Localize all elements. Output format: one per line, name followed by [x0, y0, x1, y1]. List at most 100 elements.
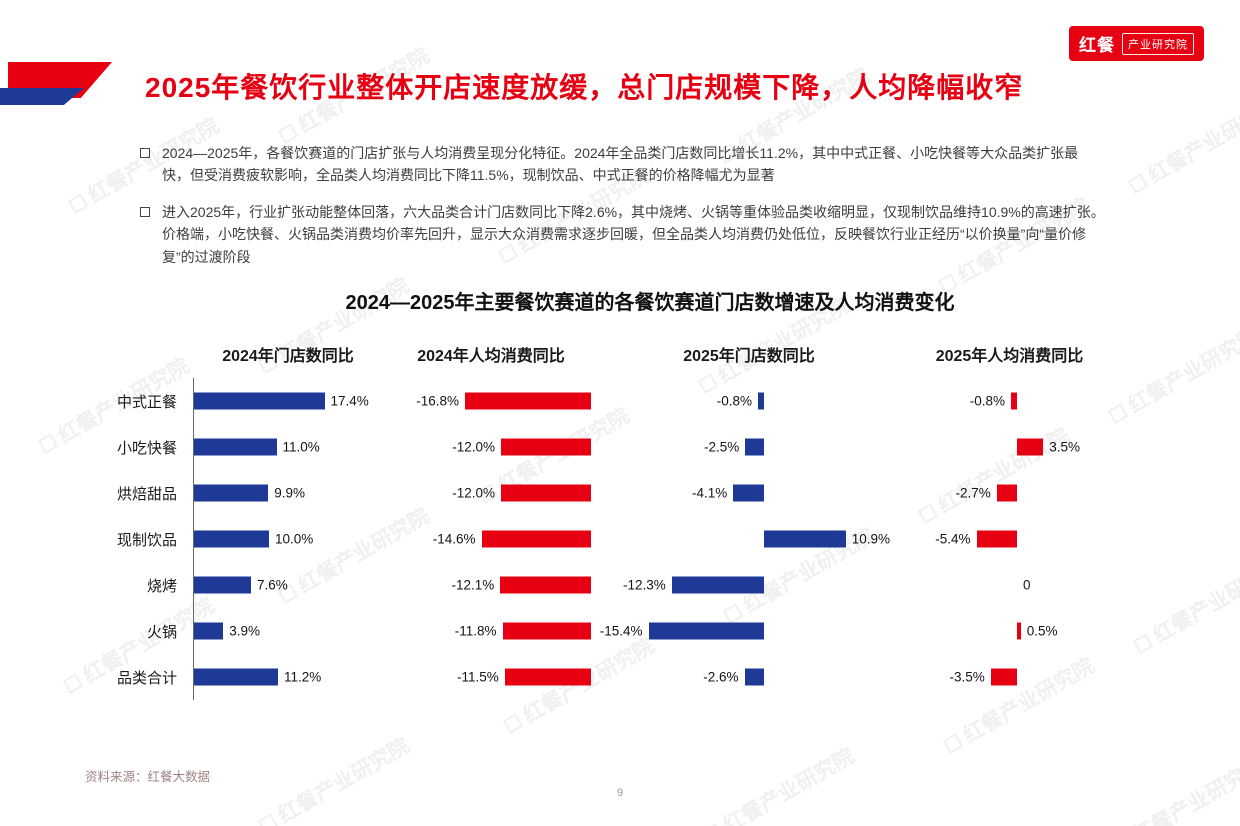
bar-value-label: -15.4%: [599, 623, 643, 639]
chart-row: 火锅 3.9% -11.8% -15.4% 0.5%: [90, 608, 1112, 654]
chart-cell: -16.8%: [391, 378, 591, 424]
bar: [501, 484, 591, 502]
brand-logo: 红餐 产业研究院: [1069, 26, 1204, 61]
chart-row: 烘焙甜品 9.9% -12.0% -4.1% -2.7%: [90, 470, 1112, 516]
category-header-spacer: [90, 342, 185, 366]
bar: [194, 438, 277, 456]
logo-suffix-text: 产业研究院: [1122, 32, 1194, 55]
chart: 2024年门店数同比 2024年人均消费同比 2025年门店数同比 2025年人…: [90, 342, 1112, 700]
bar-value-label: 0.5%: [1026, 623, 1058, 639]
bar-value-label: 0: [1023, 577, 1031, 593]
chart-header-row: 2024年门店数同比 2024年人均消费同比 2025年门店数同比 2025年人…: [90, 342, 1112, 366]
chart-cell: 10.0%: [193, 516, 383, 562]
chart-row: 现制饮品 10.0% -14.6% 10.9% -5.4%: [90, 516, 1112, 562]
bar-value-label: -12.3%: [622, 577, 666, 593]
bar-value-label: -16.8%: [416, 393, 459, 409]
chart-cell: -12.1%: [391, 562, 591, 608]
chart-cell: -12.0%: [391, 470, 591, 516]
chart-cell: -5.4%: [907, 516, 1112, 562]
chart-cell: 11.0%: [193, 424, 383, 470]
bar-value-label: 9.9%: [274, 485, 306, 501]
bar: [990, 668, 1017, 686]
series-header-2024-spend: 2024年人均消费同比: [417, 348, 565, 365]
bar-value-label: 17.4%: [330, 393, 369, 409]
bar: [504, 668, 591, 686]
chart-cell: 3.5%: [907, 424, 1112, 470]
bar-value-label: -12.1%: [451, 577, 495, 593]
bar: [1011, 392, 1017, 410]
chart-cell: -12.3%: [599, 562, 899, 608]
bullet-text: 进入2025年，行业扩张动能整体回落，六大品类合计门店数同比下降2.6%，其中烧…: [162, 203, 1105, 265]
bar-value-label: -11.8%: [454, 623, 497, 639]
chart-cell: -12.0%: [391, 424, 591, 470]
chart-cell: -4.1%: [599, 470, 899, 516]
bar: [500, 576, 591, 594]
bullet-item: 进入2025年，行业扩张动能整体回落，六大品类合计门店数同比下降2.6%，其中烧…: [140, 201, 1105, 268]
bar-value-label: -12.0%: [452, 439, 495, 455]
bar-value-label: -2.6%: [703, 669, 739, 685]
chart-cell: -2.5%: [599, 424, 899, 470]
category-label: 现制饮品: [116, 531, 177, 549]
bar: [648, 622, 764, 640]
chart-cell: -0.8%: [599, 378, 899, 424]
chart-cell: -2.7%: [907, 470, 1112, 516]
category-label: 火锅: [146, 623, 177, 641]
chart-row: 烧烤 7.6% -12.1% -12.3% 0: [90, 562, 1112, 608]
chart-title: 2024—2025年主要餐饮赛道的各餐饮赛道门店数增速及人均消费变化: [345, 292, 955, 314]
chart-cell: 3.9%: [193, 608, 383, 654]
series-header-2024-stores: 2024年门店数同比: [222, 348, 354, 365]
bar: [194, 392, 325, 410]
bar-value-label: 7.6%: [257, 577, 288, 593]
bullet-text: 2024—2025年，各餐饮赛道的门店扩张与人均消费呈现分化特征。2024年全品…: [162, 145, 1079, 184]
bar: [976, 530, 1017, 548]
source-note: 资料来源：红餐大数据: [85, 770, 211, 784]
chart-rows: 中式正餐 17.4% -16.8% -0.8% -0.8% 小吃快餐 11.0% -12.0%…: [90, 378, 1112, 700]
bullet-square-icon: [140, 206, 150, 217]
chart-cell: -0.8%: [907, 378, 1112, 424]
chart-cell: 17.4%: [193, 378, 383, 424]
chart-cell: 7.6%: [193, 562, 383, 608]
bar-value-label: 11.2%: [284, 669, 322, 685]
bar: [996, 484, 1017, 502]
chart-cell: 0.5%: [907, 608, 1112, 654]
bar: [1017, 622, 1021, 640]
bar: [501, 438, 591, 456]
bar-value-label: 11.0%: [282, 439, 320, 455]
chart-cell: -14.6%: [391, 516, 591, 562]
bar: [194, 484, 269, 502]
bar: [758, 392, 764, 410]
bar-value-label: -11.5%: [456, 669, 499, 685]
bullet-item: 2024—2025年，各餐饮赛道的门店扩张与人均消费呈现分化特征。2024年全品…: [140, 142, 1105, 187]
bar: [733, 484, 764, 502]
bar-value-label: -0.8%: [716, 393, 752, 409]
bar: [502, 622, 591, 640]
bar-value-label: -4.1%: [691, 485, 728, 501]
chart-cell: -2.6%: [599, 654, 899, 700]
logo-brand-text: 红餐: [1079, 36, 1115, 55]
chart-row: 小吃快餐 11.0% -12.0% -2.5% 3.5%: [90, 424, 1112, 470]
bar-value-label: -0.8%: [969, 393, 1005, 409]
title-accent-blue: [0, 88, 84, 105]
category-label: 品类合计: [116, 669, 177, 687]
bar-value-label: -14.6%: [432, 531, 476, 547]
bullet-square-icon: [140, 148, 150, 158]
bar: [194, 530, 269, 548]
chart-cell: -15.4%: [599, 608, 899, 654]
page-title: 2025年餐饮行业整体开店速度放缓，总门店规模下降，人均降幅收窄: [145, 72, 1024, 103]
bar: [744, 668, 764, 686]
category-label: 小吃快餐: [116, 439, 177, 457]
bar: [481, 530, 591, 548]
chart-cell: -11.5%: [391, 654, 591, 700]
bullet-list: 2024—2025年，各餐饮赛道的门店扩张与人均消费呈现分化特征。2024年全品…: [140, 142, 1105, 282]
bar: [764, 530, 846, 548]
chart-cell: 9.9%: [193, 470, 383, 516]
bar: [194, 668, 278, 686]
series-header-2025-stores: 2025年门店数同比: [683, 348, 815, 365]
category-label: 烧烤: [146, 577, 177, 595]
bar-value-label: -5.4%: [935, 531, 971, 547]
bar-value-label: 10.9%: [851, 531, 891, 547]
bar-value-label: 3.9%: [229, 623, 261, 639]
bar: [671, 576, 764, 594]
